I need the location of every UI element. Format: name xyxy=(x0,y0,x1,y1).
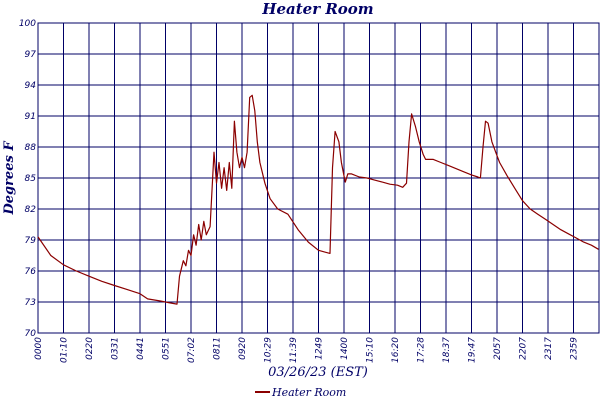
x-tick-label: 0811 xyxy=(213,337,223,360)
x-tick-label: 0000 xyxy=(34,337,44,360)
legend-label: Heater Room xyxy=(271,386,346,399)
x-tick-label: 1249 xyxy=(315,337,325,360)
x-tick-label: 01:10 xyxy=(60,337,70,363)
y-tick-label: 97 xyxy=(25,50,37,60)
x-tick-label: 16:20 xyxy=(391,337,401,363)
series-layer xyxy=(37,94,599,305)
x-tick-label: 0331 xyxy=(111,337,121,360)
x-tick-label: 2359 xyxy=(570,337,580,360)
y-tick-label: 94 xyxy=(25,81,37,91)
x-tick-label: 10:29 xyxy=(264,337,274,363)
y-tick-label: 73 xyxy=(25,298,37,308)
x-tick-label: 17:28 xyxy=(417,337,427,363)
y-tick-label: 70 xyxy=(25,329,37,339)
grid-lines xyxy=(37,22,600,334)
chart-title: Heater Room xyxy=(261,0,373,18)
x-axis-label: 03/26/23 (EST) xyxy=(268,365,368,380)
y-tick-labels: 70 73 76 79 82 85 88 91 94 97 100 xyxy=(19,19,36,339)
series-line xyxy=(37,94,599,305)
x-tick-label: 2057 xyxy=(493,337,503,360)
y-tick-label: 76 xyxy=(25,267,37,277)
y-tick-label: 100 xyxy=(19,19,36,29)
x-tick-label: 0920 xyxy=(238,337,248,360)
y-tick-label: 79 xyxy=(25,236,37,246)
x-tick-label: 15:10 xyxy=(366,337,376,363)
x-tick-label: 2207 xyxy=(519,337,529,360)
legend: Heater Room xyxy=(255,386,346,399)
y-tick-label: 82 xyxy=(25,205,37,215)
x-tick-labels: 0000 01:10 0220 0331 0441 0551 07:02 0811 0920 10… xyxy=(34,337,580,363)
x-tick-label: 0220 xyxy=(85,337,95,360)
x-tick-label: 18:37 xyxy=(442,337,452,363)
x-tick-label: 0551 xyxy=(162,337,172,360)
y-tick-label: 85 xyxy=(25,174,37,184)
x-tick-label: 19:47 xyxy=(468,337,478,363)
x-tick-label: 07:02 xyxy=(187,337,197,363)
x-tick-label: 11:39 xyxy=(289,337,299,363)
y-axis-label: Degrees F xyxy=(2,141,17,216)
y-tick-label: 91 xyxy=(25,112,36,122)
x-tick-label: 1400 xyxy=(340,337,350,360)
x-tick-label: 0441 xyxy=(136,337,146,360)
x-tick-label: 2317 xyxy=(544,337,554,360)
y-tick-label: 88 xyxy=(25,143,37,153)
